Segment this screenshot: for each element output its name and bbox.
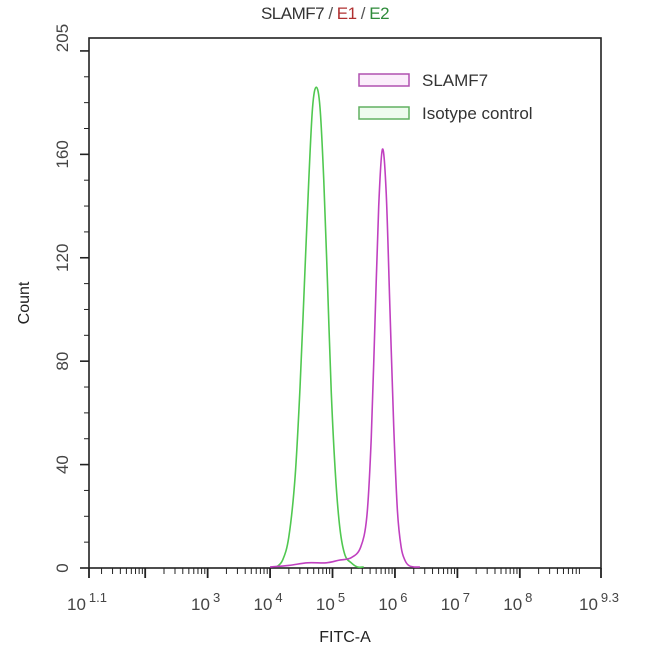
legend-item-isotype: Isotype control (358, 104, 533, 123)
y-tick-label: 205 (53, 24, 72, 52)
x-tick-label: 10 6 (378, 590, 407, 614)
y-tick-label: 120 (53, 244, 72, 272)
legend: SLAMF7 Isotype control (358, 71, 533, 123)
x-tick-label: 10 8 (503, 590, 532, 614)
plot-frame (88, 37, 602, 569)
slamf7-histogram-line (270, 148, 420, 568)
y-tick-label: 80 (53, 352, 72, 371)
x-tick-label: 10 4 (253, 590, 282, 614)
x-tick-label: 10 5 (316, 590, 345, 614)
y-tick-label: 160 (53, 140, 72, 168)
legend-label-isotype: Isotype control (422, 104, 533, 123)
legend-label-slamf7: SLAMF7 (422, 71, 488, 90)
isotype-histogram-line (275, 86, 364, 569)
x-axis-title: FITC-A (319, 629, 371, 646)
legend-item-slamf7: SLAMF7 (358, 71, 488, 90)
x-tick-label: 10 3 (191, 590, 220, 614)
y-axis-title: Count (16, 281, 33, 324)
title-part-slamf7: SLAMF7 (260, 4, 325, 23)
legend-swatch-isotype (358, 106, 410, 120)
y-tick-label: 0 (53, 563, 72, 572)
x-tick-label: 10 1.1 (67, 590, 107, 614)
x-axis: 10 1.1 10 3 10 4 10 5 10 6 10 7 10 8 10 9.3 (67, 568, 619, 614)
x-tick-label: 10 7 (441, 590, 470, 614)
y-tick-label: 40 (53, 455, 72, 474)
series-layer (270, 86, 420, 569)
title-sep-1: / (324, 4, 337, 23)
legend-swatch-slamf7 (358, 73, 410, 87)
x-tick-label: 10 9.3 (579, 590, 619, 614)
chart-title: SLAMF7 / E1 / E2 (0, 4, 650, 24)
title-part-e2: E2 (369, 4, 390, 23)
title-sep-2: / (356, 4, 370, 23)
title-part-e1: E1 (336, 4, 357, 23)
y-axis: 0 40 80 120 160 205 (53, 24, 89, 573)
